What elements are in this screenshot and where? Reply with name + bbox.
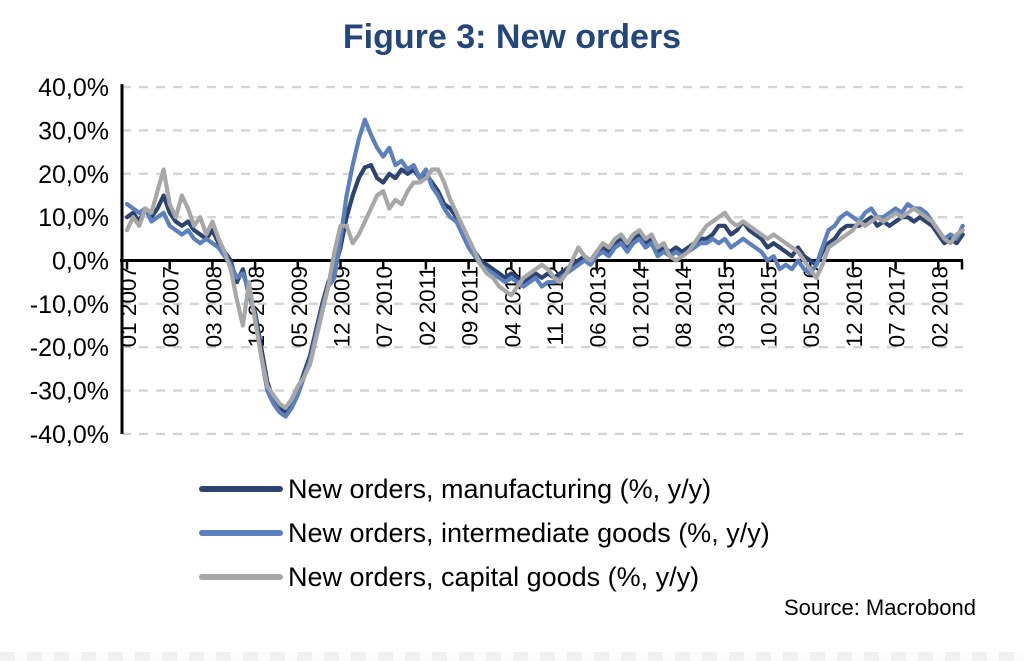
x-axis-label: 02 2011 [415, 266, 440, 346]
y-axis-label: -40,0% [30, 421, 109, 449]
legend-label-manufacturing: New orders, manufacturing (%, y/y) [288, 473, 712, 504]
x-axis-label: 07 2010 [372, 266, 397, 347]
y-axis-label: -20,0% [30, 334, 109, 362]
y-axis-label: 0,0% [52, 248, 109, 276]
x-axis-label: 08 2014 [671, 266, 696, 347]
x-axis-label: 08 2007 [159, 266, 184, 347]
y-axis-label: 10,0% [38, 204, 109, 232]
legend-item-capital-goods: New orders, capital goods (%, y/y) [199, 555, 770, 599]
x-axis-label: 03 2015 [714, 266, 739, 347]
legend-item-intermediate-goods: New orders, intermediate goods (%, y/y) [199, 511, 770, 555]
x-axis-label: 01 2007 [116, 266, 141, 347]
x-axis-label: 07 2017 [885, 266, 910, 347]
x-axis-label: 05 2009 [287, 266, 312, 347]
legend-line-swatch-capital-goods [199, 574, 283, 580]
y-axis-label: 30,0% [38, 117, 109, 145]
y-axis-label: -30,0% [30, 378, 109, 406]
x-axis-label: 06 2013 [586, 266, 611, 347]
y-axis-label: 20,0% [38, 161, 109, 189]
legend-label-intermediate-goods: New orders, intermediate goods (%, y/y) [288, 517, 770, 548]
x-axis-label: 01 2014 [628, 266, 653, 347]
legend-line-swatch-manufacturing [199, 486, 283, 492]
legend-item-manufacturing: New orders, manufacturing (%, y/y) [199, 467, 770, 511]
y-axis-label: -10,0% [30, 291, 109, 319]
chart-legend: New orders, manufacturing (%, y/y) New o… [199, 467, 770, 599]
legend-line-swatch-intermediate-goods [199, 530, 283, 536]
series-line-capital-goods [124, 167, 965, 410]
source-attribution: Source: Macrobond [784, 595, 976, 620]
y-axis-label: 40,0% [38, 74, 109, 102]
x-axis-label: 03 2008 [201, 266, 226, 347]
x-axis-label: 10 2015 [757, 266, 782, 347]
x-axis-label: 05 2016 [799, 266, 824, 347]
x-axis-label: 12 2016 [842, 266, 867, 347]
legend-label-capital-goods: New orders, capital goods (%, y/y) [288, 561, 700, 592]
x-axis-label: 02 2018 [927, 266, 952, 347]
page-edge-artifact [0, 652, 1024, 661]
x-axis-label: 09 2011 [458, 266, 483, 346]
figure-title: Figure 3: New orders [342, 18, 682, 56]
